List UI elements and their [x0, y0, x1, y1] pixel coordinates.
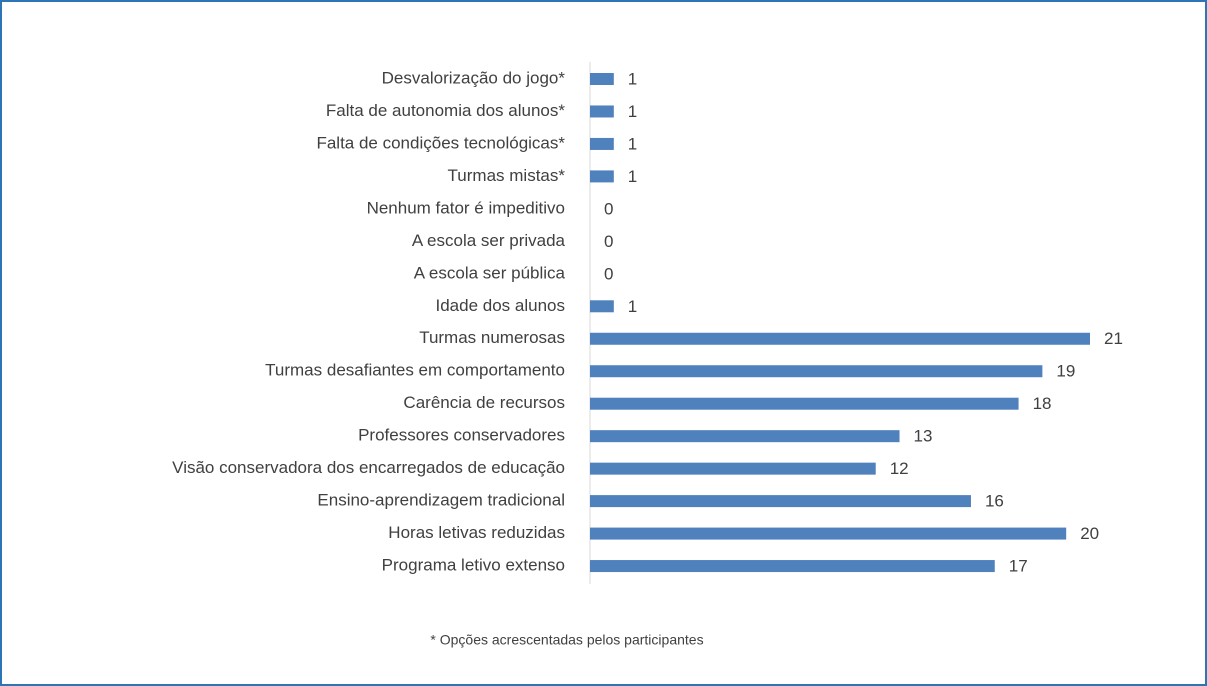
- value-label: 0: [604, 199, 613, 218]
- value-label: 17: [1009, 557, 1028, 576]
- value-label: 0: [604, 264, 613, 283]
- bar: [590, 462, 876, 475]
- value-label: 19: [1056, 362, 1075, 381]
- bar: [590, 73, 614, 85]
- value-label: 1: [628, 297, 637, 316]
- bar: [590, 332, 1090, 345]
- category-label: Horas letivas reduzidas: [388, 523, 565, 542]
- bar: [590, 365, 1043, 378]
- category-label: Visão conservadora dos encarregados de e…: [172, 458, 565, 477]
- category-label: Professores conservadores: [358, 426, 565, 445]
- category-label: Turmas desafiantes em comportamento: [265, 361, 565, 380]
- category-label: Carência de recursos: [403, 393, 565, 412]
- value-label: 1: [628, 69, 637, 88]
- category-label: Idade dos alunos: [436, 296, 566, 315]
- value-label: 21: [1104, 329, 1123, 348]
- bar: [590, 137, 614, 150]
- value-label: 18: [1033, 394, 1052, 413]
- value-label: 20: [1080, 524, 1099, 543]
- value-label: 1: [628, 102, 637, 121]
- bar: [590, 560, 995, 573]
- value-label: 13: [914, 427, 933, 446]
- bar: [590, 105, 614, 118]
- value-label: 1: [628, 134, 637, 153]
- value-label: 16: [985, 492, 1004, 511]
- value-label: 12: [890, 459, 909, 478]
- category-label: Falta de autonomia dos alunos*: [326, 101, 565, 120]
- category-label: Desvalorização do jogo*: [382, 68, 566, 87]
- annotation: * Opções acrescentadas pelos participant…: [430, 632, 703, 648]
- category-label: Turmas mistas*: [448, 166, 566, 185]
- bar: [590, 170, 614, 183]
- category-label: Nenhum fator é impeditivo: [367, 198, 565, 217]
- category-label: A escola ser privada: [412, 231, 566, 250]
- category-label: Turmas numerosas: [419, 328, 565, 347]
- bar: [590, 397, 1019, 410]
- category-label: A escola ser pública: [414, 263, 566, 282]
- bar: [590, 495, 971, 508]
- value-label: 0: [604, 232, 613, 251]
- bar: [590, 527, 1067, 540]
- bar: [590, 300, 614, 313]
- category-label: Falta de condições tecnológicas*: [316, 133, 565, 152]
- category-label: Ensino-aprendizagem tradicional: [317, 491, 565, 510]
- bar: [590, 430, 900, 443]
- category-label: Programa letivo extenso: [382, 556, 565, 575]
- value-label: 1: [628, 167, 637, 186]
